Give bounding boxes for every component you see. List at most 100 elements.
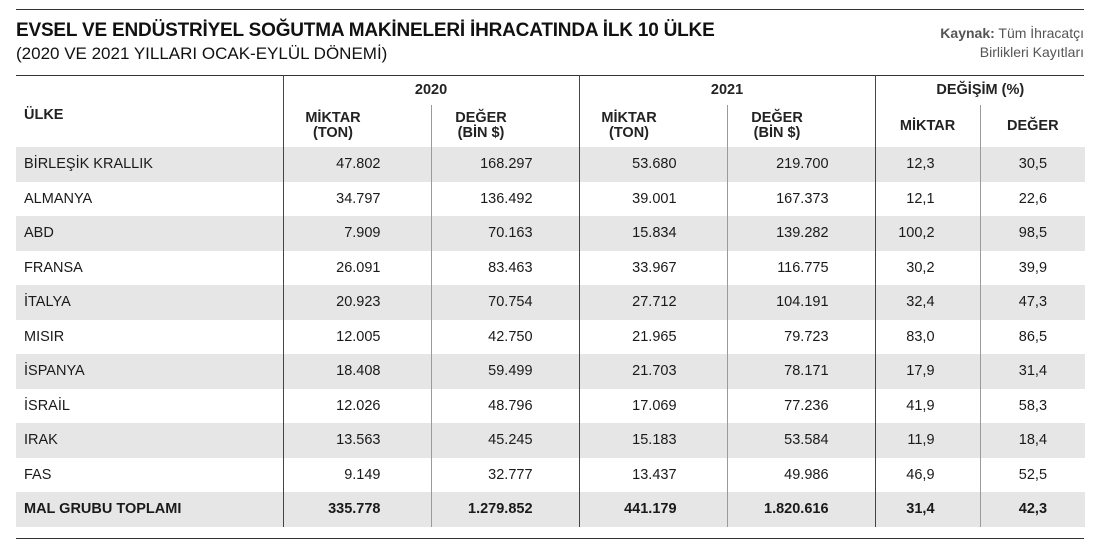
- cell-miktar-2021: 39.001: [578, 181, 728, 216]
- header-2020: 2020: [282, 75, 580, 105]
- cell-deger-2021: 79.723: [726, 319, 876, 354]
- header-2021-deger: DEĞER (BİN $): [726, 105, 876, 147]
- cell-change-miktar: 32,4: [874, 285, 981, 320]
- cell-change-deger: 31,4: [979, 354, 1086, 389]
- cell-total-deger-2020: 1.279.852: [430, 492, 580, 527]
- header-change-miktar: MİKTAR: [874, 105, 981, 147]
- cell-change-deger: 47,3: [979, 285, 1086, 320]
- table-row: İTALYA 20.923 70.754 27.712 104.191 32,4…: [16, 285, 1086, 320]
- cell-deger-2020: 83.463: [430, 250, 580, 285]
- cell-miktar-2020: 34.797: [282, 181, 431, 216]
- cell-change-miktar: 83,0: [874, 319, 981, 354]
- source-label: Kaynak:: [940, 25, 995, 41]
- table-row: İSRAİL 12.026 48.796 17.069 77.236 41,9 …: [16, 388, 1086, 423]
- cell-miktar-2020: 20.923: [282, 285, 431, 320]
- cell-change-miktar: 17,9: [874, 354, 981, 389]
- cell-country: FRANSA: [16, 250, 283, 285]
- table-row: MISIR 12.005 42.750 21.965 79.723 83,0 8…: [16, 319, 1086, 354]
- cell-deger-2021: 53.584: [726, 423, 876, 458]
- cell-total-miktar-2020: 335.778: [282, 492, 431, 527]
- cell-deger-2021: 167.373: [726, 181, 876, 216]
- table-row: FAS 9.149 32.777 13.437 49.986 46,9 52,5: [16, 457, 1086, 492]
- cell-miktar-2021: 15.183: [578, 423, 728, 458]
- cell-miktar-2021: 15.834: [578, 216, 728, 251]
- cell-deger-2020: 70.754: [430, 285, 580, 320]
- source-line1: Tüm İhracatçı: [998, 25, 1084, 41]
- cell-miktar-2021: 27.712: [578, 285, 728, 320]
- cell-deger-2020: 70.163: [430, 216, 580, 251]
- cell-miktar-2020: 12.026: [282, 388, 431, 423]
- page-subtitle: (2020 VE 2021 YILLARI OCAK-EYLÜL DÖNEMİ): [16, 44, 388, 63]
- cell-change-deger: 39,9: [979, 250, 1086, 285]
- header-2020-miktar: MİKTAR (TON): [282, 105, 431, 147]
- cell-deger-2020: 48.796: [430, 388, 580, 423]
- cell-deger-2021: 139.282: [726, 216, 876, 251]
- header-change: DEĞİŞİM (%): [874, 75, 1086, 105]
- cell-deger-2020: 32.777: [430, 457, 580, 492]
- cell-miktar-2021: 17.069: [578, 388, 728, 423]
- cell-country: BİRLEŞİK KRALLIK: [16, 147, 283, 182]
- cell-change-miktar: 41,9: [874, 388, 981, 423]
- header-2021-miktar: MİKTAR (TON): [578, 105, 728, 147]
- cell-miktar-2020: 9.149: [282, 457, 431, 492]
- cell-deger-2020: 59.499: [430, 354, 580, 389]
- header-2021: 2021: [578, 75, 876, 105]
- cell-change-deger: 98,5: [979, 216, 1086, 251]
- cell-change-miktar: 11,9: [874, 423, 981, 458]
- source-note: Kaynak: Tüm İhracatçı Birlikleri Kayıtla…: [940, 24, 1084, 62]
- total-row: MAL GRUBU TOPLAMI 335.778 1.279.852 441.…: [16, 492, 1086, 527]
- cell-country: İTALYA: [16, 285, 283, 320]
- cell-change-miktar: 12,3: [874, 147, 981, 182]
- cell-change-deger: 22,6: [979, 181, 1086, 216]
- cell-miktar-2021: 33.967: [578, 250, 728, 285]
- cell-deger-2020: 45.245: [430, 423, 580, 458]
- cell-country: MISIR: [16, 319, 283, 354]
- cell-change-deger: 58,3: [979, 388, 1086, 423]
- table-row: BİRLEŞİK KRALLIK 47.802 168.297 53.680 2…: [16, 147, 1086, 182]
- cell-total-deger-2021: 1.820.616: [726, 492, 876, 527]
- header-change-deger: DEĞER: [979, 105, 1086, 147]
- top-rule: [16, 9, 1084, 10]
- cell-total-label: MAL GRUBU TOPLAMI: [16, 492, 283, 527]
- cell-change-miktar: 100,2: [874, 216, 981, 251]
- cell-change-deger: 52,5: [979, 457, 1086, 492]
- cell-country: FAS: [16, 457, 283, 492]
- table-row: ABD 7.909 70.163 15.834 139.282 100,2 98…: [16, 216, 1086, 251]
- cell-deger-2021: 78.171: [726, 354, 876, 389]
- header-2020-deger: DEĞER (BİN $): [430, 105, 580, 147]
- cell-miktar-2020: 47.802: [282, 147, 431, 182]
- table-row: FRANSA 26.091 83.463 33.967 116.775 30,2…: [16, 250, 1086, 285]
- cell-country: ALMANYA: [16, 181, 283, 216]
- cell-deger-2021: 77.236: [726, 388, 876, 423]
- cell-deger-2021: 104.191: [726, 285, 876, 320]
- source-line2: Birlikleri Kayıtları: [979, 44, 1084, 60]
- cell-miktar-2021: 21.965: [578, 319, 728, 354]
- cell-deger-2020: 136.492: [430, 181, 580, 216]
- cell-deger-2021: 219.700: [726, 147, 876, 182]
- table-row: IRAK 13.563 45.245 15.183 53.584 11,9 18…: [16, 423, 1086, 458]
- cell-change-miktar: 12,1: [874, 181, 981, 216]
- cell-total-change-deger: 42,3: [979, 492, 1086, 527]
- cell-change-deger: 18,4: [979, 423, 1086, 458]
- cell-miktar-2021: 13.437: [578, 457, 728, 492]
- table-row: İSPANYA 18.408 59.499 21.703 78.171 17,9…: [16, 354, 1086, 389]
- table-row: ALMANYA 34.797 136.492 39.001 167.373 12…: [16, 181, 1086, 216]
- cell-miktar-2020: 18.408: [282, 354, 431, 389]
- cell-deger-2021: 49.986: [726, 457, 876, 492]
- cell-deger-2020: 168.297: [430, 147, 580, 182]
- cell-change-miktar: 30,2: [874, 250, 981, 285]
- bottom-rule: [16, 538, 1084, 539]
- cell-miktar-2021: 21.703: [578, 354, 728, 389]
- cell-change-deger: 86,5: [979, 319, 1086, 354]
- cell-deger-2020: 42.750: [430, 319, 580, 354]
- header-country: ÜLKE: [24, 107, 64, 123]
- page-title: EVSEL VE ENDÜSTRİYEL SOĞUTMA MAKİNELERİ …: [16, 20, 715, 41]
- cell-change-miktar: 46,9: [874, 457, 981, 492]
- cell-country: IRAK: [16, 423, 283, 458]
- cell-miktar-2020: 13.563: [282, 423, 431, 458]
- cell-country: İSRAİL: [16, 388, 283, 423]
- table-body: BİRLEŞİK KRALLIK 47.802 168.297 53.680 2…: [16, 147, 1086, 527]
- cell-total-miktar-2021: 441.179: [578, 492, 728, 527]
- cell-miktar-2021: 53.680: [578, 147, 728, 182]
- cell-miktar-2020: 26.091: [282, 250, 431, 285]
